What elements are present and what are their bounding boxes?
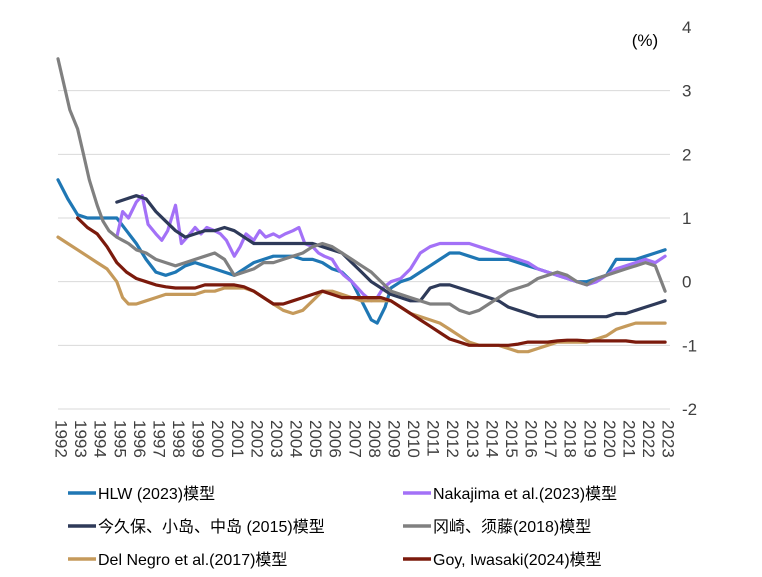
series-line <box>76 216 667 347</box>
series-line <box>56 57 667 316</box>
gridlines <box>58 90 670 410</box>
x-tick-label: 1994 <box>91 420 110 458</box>
x-tick-label: 1999 <box>189 420 208 458</box>
x-tick-label: 2006 <box>326 420 345 458</box>
x-tick-label: 2021 <box>619 420 638 458</box>
x-tick-label: 2023 <box>659 420 678 458</box>
series-line <box>115 194 667 319</box>
x-tick-label: 1998 <box>169 420 188 458</box>
y-axis-unit: (%) <box>632 31 658 50</box>
y-tick-label: 2 <box>682 145 691 164</box>
x-tick-label: 2017 <box>541 420 560 458</box>
series-lines <box>56 57 667 354</box>
x-tick-label: 2015 <box>502 420 521 458</box>
x-tick-label: 2013 <box>463 420 482 458</box>
x-tick-label: 2014 <box>482 420 501 458</box>
x-axis-ticks: 1992 1993 1994 1995 1996 1997 1998 1999 2000 2001… <box>52 420 678 458</box>
x-tick-label: 1992 <box>52 420 71 458</box>
legend-label: 今久保、小岛、中岛 (2015)模型 <box>98 518 325 536</box>
x-tick-label: 2018 <box>561 420 580 458</box>
x-tick-label: 2003 <box>267 420 286 458</box>
y-tick-label: 4 <box>682 18 691 37</box>
y-tick-label: -1 <box>682 336 697 355</box>
x-tick-label: 2008 <box>365 420 384 458</box>
y-axis-ticks: 4 3 2 1 0 -1 -2 <box>682 18 697 419</box>
legend-label: Del Negro et al.(2017)模型 <box>98 551 287 569</box>
x-tick-label: 2000 <box>208 420 227 458</box>
x-tick-label: 2010 <box>404 420 423 458</box>
y-tick-label: 0 <box>682 273 691 292</box>
x-tick-label: 2016 <box>522 420 541 458</box>
legend-label: 冈崎、须藤(2018)模型 <box>433 518 591 536</box>
legend: HLW (2023)模型 Nakajima et al.(2023)模型今久保、小… <box>68 485 617 569</box>
x-tick-label: 2012 <box>443 420 462 458</box>
y-tick-label: -2 <box>682 400 697 419</box>
x-tick-label: 2001 <box>228 420 247 458</box>
x-tick-label: 2020 <box>600 420 619 458</box>
x-tick-label: 2011 <box>424 420 443 457</box>
x-tick-label: 2019 <box>580 420 599 458</box>
x-tick-label: 2004 <box>287 420 306 458</box>
legend-label: HLW (2023)模型 <box>98 485 215 503</box>
x-tick-label: 1995 <box>110 420 129 458</box>
y-tick-label: 3 <box>682 82 691 101</box>
x-tick-label: 1997 <box>149 420 168 458</box>
legend-label: Nakajima et al.(2023)模型 <box>433 485 617 503</box>
x-tick-label: 1993 <box>71 420 90 458</box>
x-tick-label: 1996 <box>130 420 149 458</box>
x-tick-label: 2002 <box>247 420 266 458</box>
x-tick-label: 2005 <box>306 420 325 458</box>
y-tick-label: 1 <box>682 209 691 228</box>
x-tick-label: 2022 <box>639 420 658 458</box>
legend-label: Goy, Iwasaki(2024)模型 <box>433 551 602 569</box>
x-tick-label: 2009 <box>384 420 403 458</box>
x-tick-label: 2007 <box>345 420 364 458</box>
